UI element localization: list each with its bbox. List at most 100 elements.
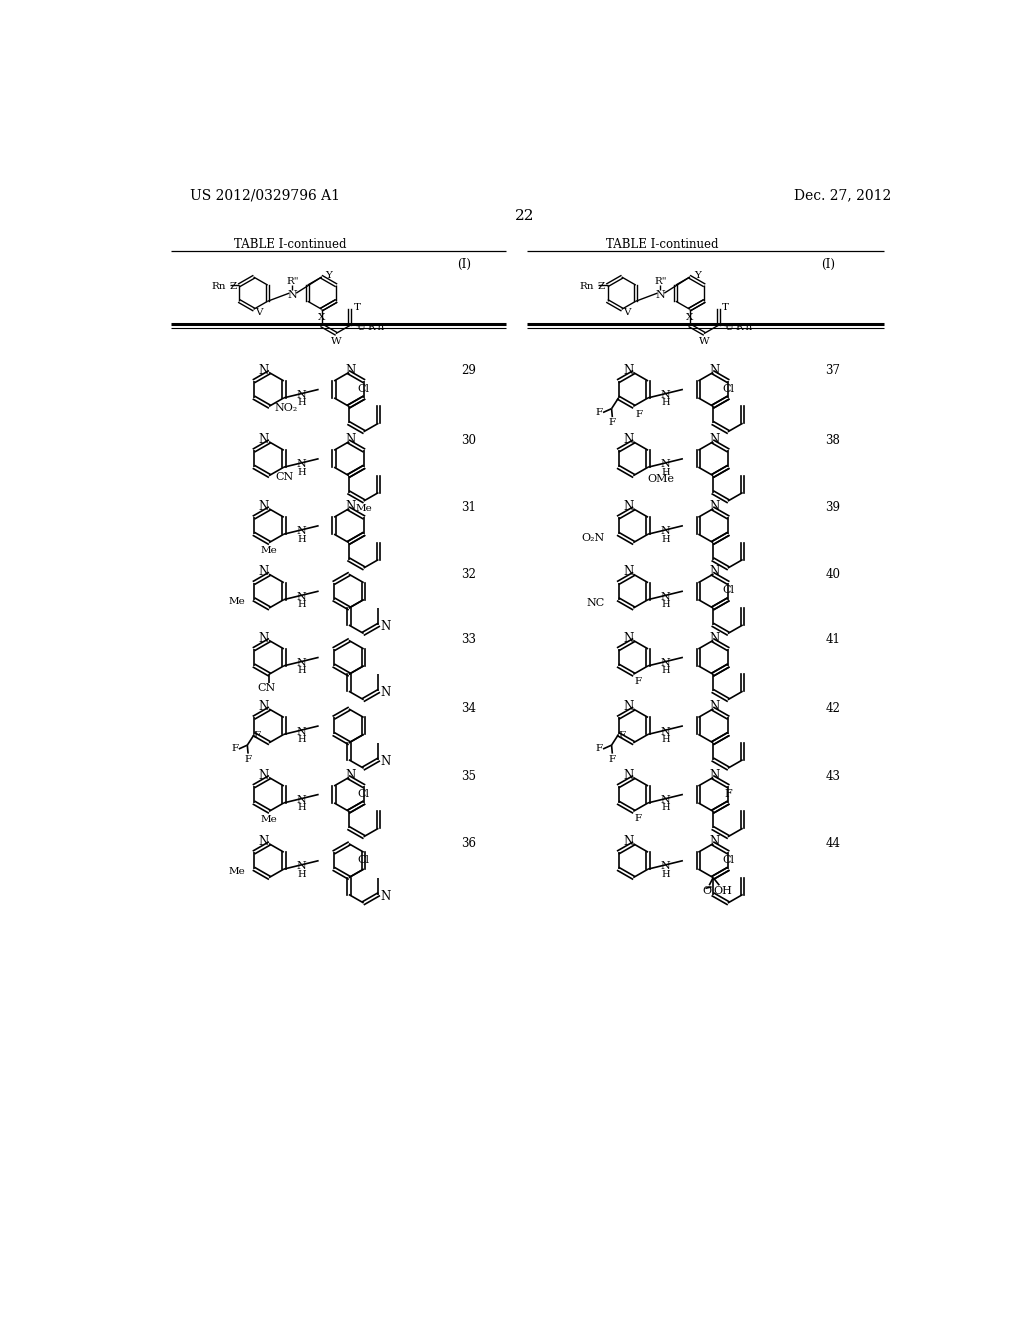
Text: N: N	[296, 727, 306, 737]
Text: N: N	[259, 700, 269, 713]
Text: N: N	[296, 459, 306, 470]
Text: H: H	[662, 399, 670, 408]
Text: 30: 30	[461, 434, 476, 447]
Text: NO₂: NO₂	[274, 403, 298, 413]
Text: N: N	[710, 834, 720, 847]
Text: Me: Me	[261, 546, 278, 554]
Text: X: X	[686, 313, 693, 322]
Text: H: H	[297, 601, 305, 609]
Text: R'n': R'n'	[735, 322, 755, 331]
Text: 32: 32	[461, 568, 476, 581]
Text: (I): (I)	[821, 259, 836, 271]
Text: H: H	[297, 399, 305, 408]
Text: H: H	[662, 870, 670, 879]
Text: N: N	[296, 659, 306, 668]
Text: Dec. 27, 2012: Dec. 27, 2012	[795, 189, 892, 202]
Text: Rn: Rn	[580, 282, 594, 292]
Text: Y: Y	[693, 271, 700, 280]
Text: N: N	[380, 686, 390, 700]
Text: U: U	[724, 322, 733, 331]
Text: H: H	[297, 467, 305, 477]
Text: T: T	[722, 304, 729, 313]
Text: N: N	[710, 363, 720, 376]
Text: H: H	[297, 535, 305, 544]
Text: N: N	[296, 862, 306, 871]
Text: N: N	[710, 700, 720, 713]
Text: N: N	[710, 433, 720, 446]
Text: N: N	[380, 890, 390, 903]
Text: F: F	[609, 755, 615, 763]
Text: TABLE I-continued: TABLE I-continued	[606, 238, 719, 251]
Text: NC: NC	[587, 598, 604, 609]
Text: 37: 37	[825, 363, 841, 376]
Text: 41: 41	[825, 634, 841, 647]
Text: N: N	[623, 834, 633, 847]
Text: Me: Me	[355, 504, 372, 513]
Text: US 2012/0329796 A1: US 2012/0329796 A1	[190, 189, 340, 202]
Text: F: F	[636, 409, 643, 418]
Text: N: N	[660, 862, 671, 871]
Text: N: N	[259, 834, 269, 847]
Text: N: N	[660, 591, 671, 602]
Text: OH: OH	[713, 887, 732, 896]
Text: 36: 36	[461, 837, 476, 850]
Text: F: F	[596, 744, 603, 754]
Text: N: N	[655, 289, 666, 300]
Text: Cl: Cl	[722, 585, 734, 595]
Text: U: U	[356, 322, 365, 331]
Text: H: H	[662, 735, 670, 744]
Text: N: N	[345, 768, 355, 781]
Text: R": R"	[286, 277, 299, 286]
Text: N: N	[660, 727, 671, 737]
Text: 40: 40	[825, 568, 841, 581]
Text: 42: 42	[825, 702, 841, 714]
Text: N: N	[660, 659, 671, 668]
Text: H: H	[297, 667, 305, 676]
Text: H: H	[662, 467, 670, 477]
Text: N: N	[623, 363, 633, 376]
Text: N: N	[623, 433, 633, 446]
Text: 39: 39	[825, 502, 841, 515]
Text: Z: Z	[229, 282, 237, 292]
Text: 34: 34	[461, 702, 476, 714]
Text: N: N	[259, 631, 269, 644]
Text: W: W	[698, 337, 710, 346]
Text: N: N	[345, 500, 355, 513]
Text: V: V	[255, 308, 262, 317]
Text: H: H	[662, 804, 670, 812]
Text: Cl: Cl	[357, 788, 370, 799]
Text: 31: 31	[461, 502, 476, 515]
Text: N: N	[623, 500, 633, 513]
Text: F: F	[724, 788, 732, 799]
Text: F: F	[618, 731, 626, 741]
Text: V: V	[624, 308, 631, 317]
Text: N: N	[259, 565, 269, 578]
Text: X: X	[318, 313, 326, 322]
Text: N: N	[259, 500, 269, 513]
Text: N: N	[288, 289, 297, 300]
Text: O: O	[702, 887, 712, 896]
Text: H: H	[662, 535, 670, 544]
Text: R'n': R'n'	[367, 322, 387, 331]
Text: N: N	[660, 459, 671, 470]
Text: N: N	[345, 433, 355, 446]
Text: 38: 38	[825, 434, 841, 447]
Text: N: N	[623, 700, 633, 713]
Text: N: N	[296, 591, 306, 602]
Text: N: N	[259, 363, 269, 376]
Text: Cl: Cl	[357, 384, 370, 393]
Text: N: N	[345, 363, 355, 376]
Text: TABLE I-continued: TABLE I-continued	[234, 238, 347, 251]
Text: H: H	[297, 735, 305, 744]
Text: Z: Z	[597, 282, 604, 292]
Text: N: N	[259, 768, 269, 781]
Text: F: F	[635, 677, 641, 685]
Text: H: H	[297, 870, 305, 879]
Text: (I): (I)	[458, 259, 471, 271]
Text: N: N	[296, 795, 306, 805]
Text: Me: Me	[261, 814, 278, 824]
Text: N: N	[296, 527, 306, 536]
Text: N: N	[623, 631, 633, 644]
Text: Cl: Cl	[357, 855, 370, 865]
Text: N: N	[623, 768, 633, 781]
